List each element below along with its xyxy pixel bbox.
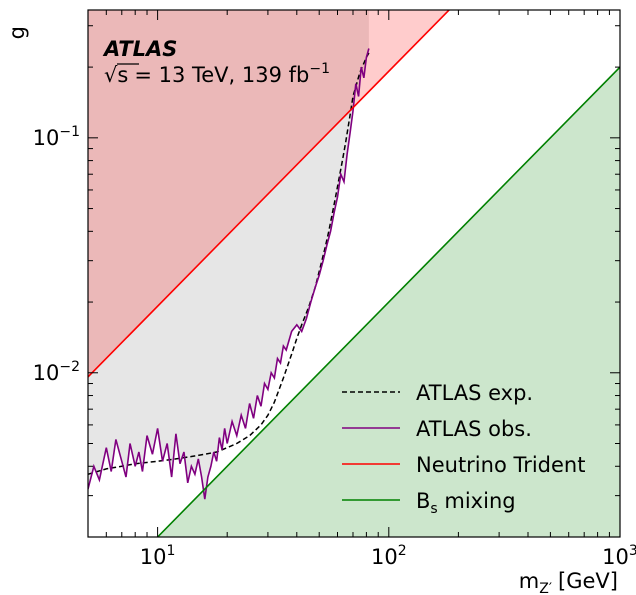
y-tick-label: 10−1 (33, 124, 80, 150)
legend: ATLAS exp. ATLAS obs. Neutrino Trident Bs m… (342, 381, 585, 517)
series-line-2 (88, 10, 451, 378)
plot-frame (87, 9, 621, 538)
series-line-3 (157, 66, 620, 537)
legend-label-1: ATLAS obs. (416, 417, 532, 441)
series-line-0 (88, 52, 370, 475)
x-tick-label: 102 (371, 543, 407, 569)
tick-labels: 101 102 103 10−2 10−1 (33, 124, 636, 569)
atlas-label: ATLAS (102, 37, 177, 61)
x-tick-label: 101 (140, 543, 176, 569)
series-line-1 (88, 48, 370, 500)
y-tick-label: 10−2 (33, 359, 80, 385)
legend-label-3: Bs mixing (416, 489, 516, 517)
x-axis-label: mZ′ [GeV] (519, 569, 618, 595)
series-lines (88, 10, 620, 537)
x-tick-label: 103 (602, 543, 636, 569)
axis-ticks (87, 10, 621, 538)
legend-label-0: ATLAS exp. (416, 381, 533, 405)
y-axis-label: g (5, 26, 29, 39)
legend-label-2: Neutrino Trident (416, 453, 585, 477)
atlas-excluded-region (88, 10, 369, 500)
energy-lumi-label: √s = 13 TeV, 139 fb−1 (104, 61, 330, 87)
